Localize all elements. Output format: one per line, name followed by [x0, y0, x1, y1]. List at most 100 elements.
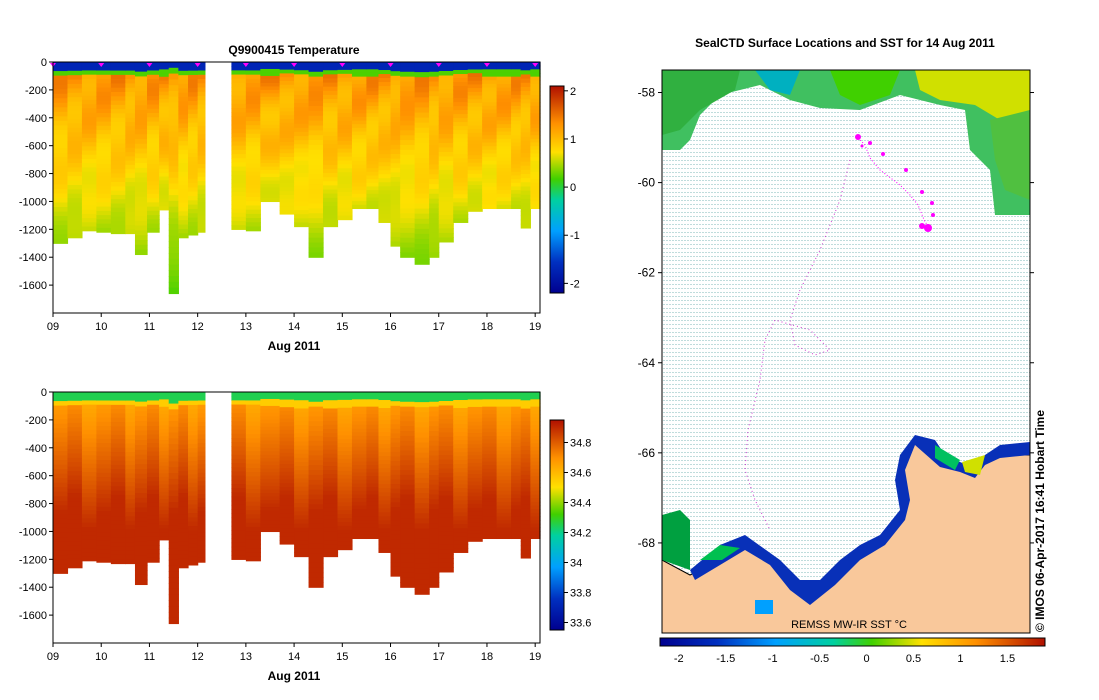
section-cell	[429, 416, 440, 422]
section-cell	[453, 512, 469, 517]
section-cell	[125, 156, 136, 162]
section-cell	[438, 531, 454, 537]
section-cell	[231, 425, 247, 431]
section-cell	[178, 396, 189, 402]
section-cell	[188, 560, 199, 566]
section-cell	[147, 434, 160, 440]
section-cell	[147, 413, 160, 419]
section-cell	[308, 188, 324, 195]
section-cell	[414, 422, 430, 428]
section-cell	[467, 147, 483, 153]
section-cell	[323, 66, 339, 71]
section-cell	[520, 182, 531, 188]
section-cell	[81, 87, 97, 93]
section-cell	[168, 189, 179, 196]
section-cell	[197, 421, 206, 427]
section-cell	[294, 144, 310, 149]
section-cell	[453, 392, 469, 397]
section-cell	[453, 480, 469, 485]
section-cell	[308, 523, 324, 530]
section-cell	[378, 138, 392, 143]
section-cell	[159, 458, 170, 463]
section-cell	[67, 220, 83, 226]
section-cell	[390, 511, 401, 517]
section-cell	[400, 479, 416, 486]
section-cell	[496, 428, 512, 433]
temperature-x-axis: 09 10 11 12 13 14 15 16 17 18 19	[47, 313, 541, 333]
section-cell	[178, 449, 189, 455]
section-cell	[530, 490, 541, 496]
x-tick-label: 11	[144, 651, 155, 663]
section-cell	[188, 448, 199, 454]
section-cell	[147, 66, 160, 72]
section-cell	[159, 98, 170, 104]
section-cell	[260, 121, 281, 126]
section-cell	[429, 523, 440, 530]
section-cell	[197, 176, 206, 182]
section-cell	[81, 201, 97, 207]
y-tick-label: -1400	[19, 252, 47, 264]
section-cell	[178, 392, 189, 397]
section-cell	[366, 120, 380, 125]
section-cell	[366, 421, 380, 426]
section-cell	[81, 129, 97, 135]
section-cell	[279, 528, 295, 534]
section-cell	[400, 577, 416, 583]
section-cell	[453, 206, 469, 211]
section-cell	[67, 132, 83, 138]
section-cell	[496, 182, 512, 188]
section-cell	[81, 121, 97, 126]
section-cell	[53, 202, 69, 208]
section-cell	[159, 84, 170, 89]
section-cell	[400, 445, 416, 452]
section-cell	[337, 435, 353, 440]
section-cell	[279, 464, 295, 469]
section-cell	[438, 562, 454, 568]
section-cell	[390, 419, 401, 425]
section-cell	[323, 548, 339, 554]
section-cell	[188, 530, 199, 536]
section-cell	[351, 465, 368, 470]
section-cell	[482, 201, 498, 206]
x-tick-label: 12	[192, 651, 204, 663]
section-cell	[245, 451, 261, 456]
section-cell	[351, 487, 368, 492]
section-cell	[429, 203, 440, 210]
section-cell	[400, 562, 416, 569]
section-cell	[323, 74, 339, 80]
section-cell	[414, 152, 430, 159]
section-cell	[351, 421, 368, 426]
section-cell	[438, 129, 454, 135]
section-cell	[351, 116, 368, 122]
section-cell	[496, 160, 512, 166]
section-cell	[245, 446, 261, 452]
section-cell	[530, 392, 541, 397]
section-cell	[337, 490, 353, 496]
section-cell	[134, 406, 148, 412]
section-cell	[323, 62, 339, 67]
section-cell	[134, 235, 148, 241]
section-cell	[125, 87, 136, 93]
section-cell	[351, 399, 368, 404]
section-cell	[134, 249, 148, 256]
section-cell	[482, 131, 498, 136]
section-cell	[438, 75, 454, 81]
section-cell	[308, 213, 324, 219]
section-cell	[390, 121, 401, 128]
section-cell	[159, 432, 170, 437]
section-cell	[438, 111, 454, 117]
sst-celsius-tick-label: -0.5	[810, 653, 829, 665]
x-tick-label: 18	[481, 651, 493, 663]
section-cell	[279, 187, 295, 192]
section-cell	[188, 96, 199, 102]
section-cell	[351, 120, 368, 125]
section-cell	[178, 510, 189, 516]
section-cell	[482, 410, 498, 415]
section-cell	[496, 487, 512, 492]
section-cell	[467, 188, 483, 194]
section-cell	[125, 426, 136, 432]
section-cell	[429, 548, 440, 554]
section-cell	[159, 158, 170, 163]
section-cell	[260, 486, 281, 491]
section-cell	[511, 179, 522, 184]
